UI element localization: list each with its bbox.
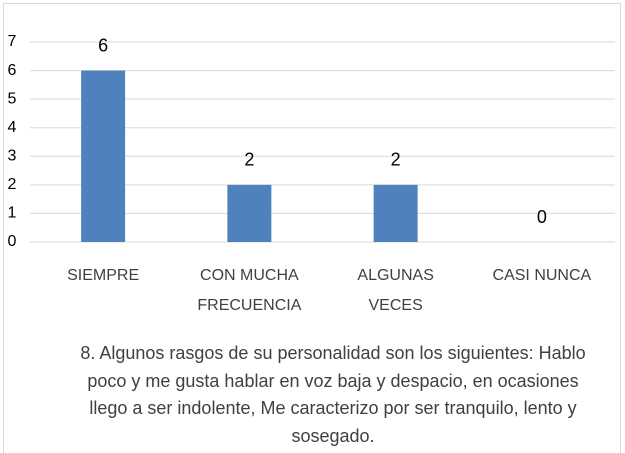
data-label: 2 xyxy=(244,150,254,170)
y-tick-label: 7 xyxy=(8,33,17,50)
data-label: 2 xyxy=(391,150,401,170)
data-label: 0 xyxy=(537,207,547,227)
bar xyxy=(81,70,126,242)
y-tick-label: 6 xyxy=(8,62,17,79)
data-label: 6 xyxy=(98,35,108,55)
y-tick-label: 3 xyxy=(8,148,17,165)
x-tick-label: CON MUCHA FRECUENCIA xyxy=(197,267,302,314)
y-tick-label: 0 xyxy=(8,233,17,250)
y-tick-label: 1 xyxy=(8,205,17,222)
y-tick-label: 5 xyxy=(8,90,17,107)
chart-title: 8. Algunos rasgos de su personalidad son… xyxy=(80,343,586,446)
y-tick-label: 4 xyxy=(8,119,17,136)
chart-frame xyxy=(3,3,621,453)
y-tick-label: 2 xyxy=(8,176,17,193)
bar xyxy=(227,184,272,242)
x-tick-label: ALGUNAS VECES xyxy=(357,267,434,314)
bar xyxy=(373,184,418,242)
x-tick-label: CASI NUNCA xyxy=(492,267,592,284)
x-tick-label: SIEMPRE xyxy=(67,267,140,284)
